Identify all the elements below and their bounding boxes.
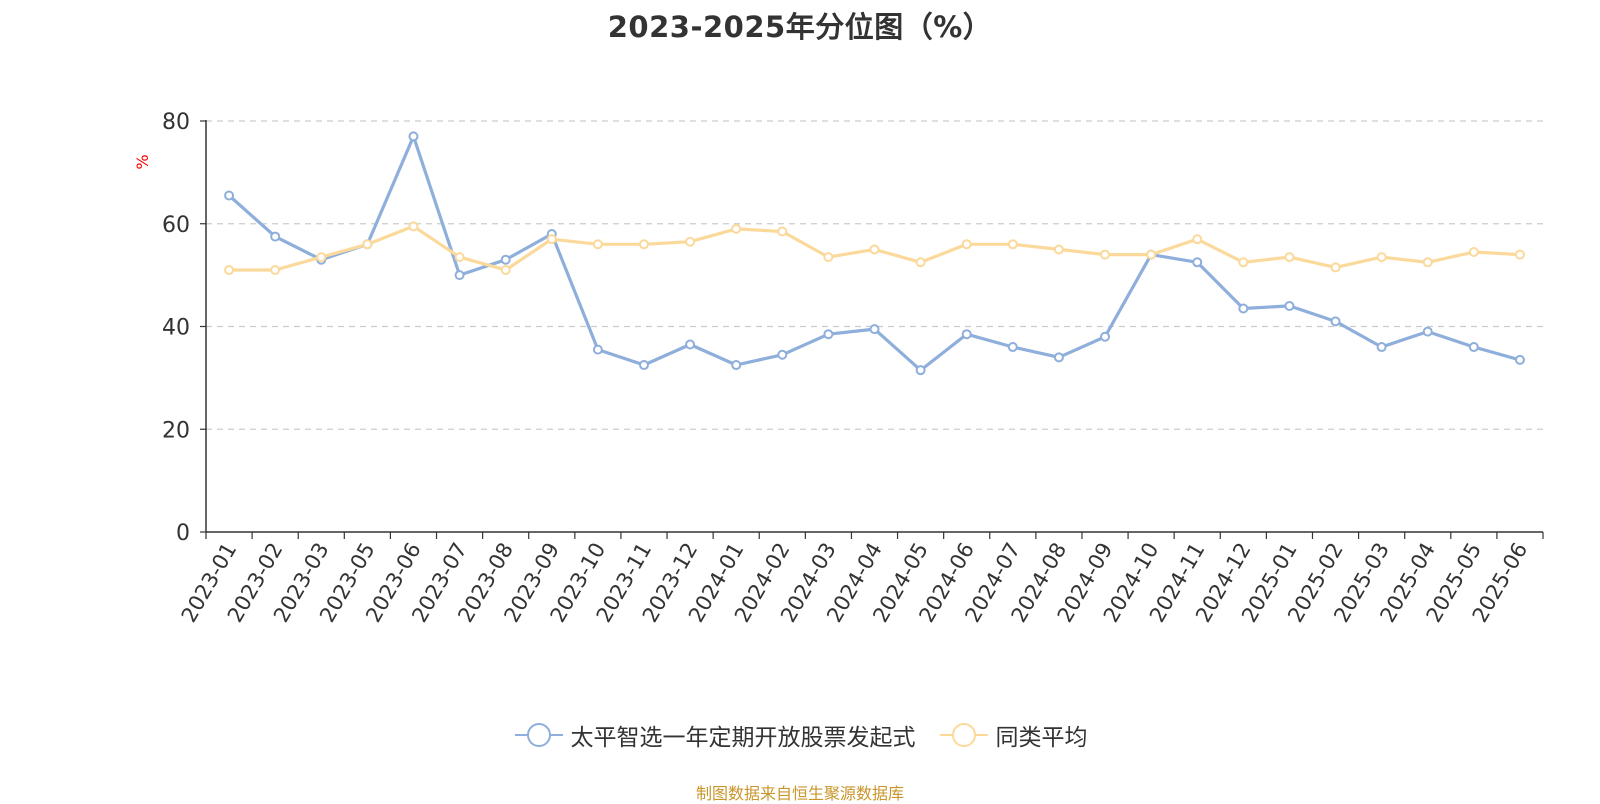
legend-item-2[interactable]: 同类平均 xyxy=(938,718,1088,752)
data-point-series-1[interactable] xyxy=(1007,342,1018,353)
data-point-series-1[interactable] xyxy=(823,329,834,340)
data-point-series-2[interactable] xyxy=(1468,247,1479,258)
data-point-series-2[interactable] xyxy=(1192,234,1203,245)
data-point-series-2[interactable] xyxy=(731,223,742,234)
legend-swatch-icon xyxy=(514,723,563,747)
data-point-series-1[interactable] xyxy=(731,360,742,371)
y-tick-label: 80 xyxy=(162,110,190,135)
gridlines xyxy=(206,120,1543,430)
data-point-series-2[interactable] xyxy=(823,252,834,263)
data-point-series-2[interactable] xyxy=(1422,257,1433,268)
data-point-series-2[interactable] xyxy=(408,221,419,232)
data-point-series-2[interactable] xyxy=(546,234,557,245)
data-point-series-1[interactable] xyxy=(1330,316,1341,327)
legend-item-1[interactable]: 太平智选一年定期开放股票发起式 xyxy=(513,718,916,752)
data-point-series-2[interactable] xyxy=(224,264,235,275)
data-point-series-2[interactable] xyxy=(500,264,511,275)
series-lines xyxy=(224,131,1525,376)
data-point-series-2[interactable] xyxy=(592,239,603,250)
data-point-series-1[interactable] xyxy=(1284,300,1295,311)
y-tick-label: 20 xyxy=(162,418,190,443)
data-point-series-2[interactable] xyxy=(915,257,926,268)
data-point-series-1[interactable] xyxy=(685,339,696,350)
data-point-series-2[interactable] xyxy=(1330,262,1341,273)
data-point-series-1[interactable] xyxy=(777,349,788,360)
data-point-series-1[interactable] xyxy=(1514,354,1525,365)
data-point-series-1[interactable] xyxy=(1192,257,1203,268)
legend: 太平智选一年定期开放股票发起式 同类平均 xyxy=(0,718,1600,752)
y-tick-label: 60 xyxy=(162,213,190,238)
data-point-series-2[interactable] xyxy=(362,239,373,250)
axes: 020406080%2023-012023-022023-032023-0520… xyxy=(133,110,1544,626)
data-point-series-2[interactable] xyxy=(1146,249,1157,260)
data-point-series-2[interactable] xyxy=(1007,239,1018,250)
data-point-series-1[interactable] xyxy=(1100,331,1111,342)
data-point-series-2[interactable] xyxy=(1376,252,1387,263)
data-point-series-1[interactable] xyxy=(915,365,926,376)
data-point-series-1[interactable] xyxy=(454,270,465,281)
data-point-series-2[interactable] xyxy=(638,239,649,250)
y-tick-label: 0 xyxy=(176,521,190,546)
data-point-series-1[interactable] xyxy=(638,360,649,371)
data-point-series-1[interactable] xyxy=(869,324,880,335)
data-point-series-1[interactable] xyxy=(592,344,603,355)
data-point-series-1[interactable] xyxy=(1422,326,1433,337)
data-point-series-2[interactable] xyxy=(1284,252,1295,263)
chart-title: 2023-2025年分位图（%） xyxy=(607,10,993,44)
data-point-series-2[interactable] xyxy=(1053,244,1064,255)
data-point-series-1[interactable] xyxy=(1053,352,1064,363)
data-point-series-1[interactable] xyxy=(1468,342,1479,353)
data-point-series-1[interactable] xyxy=(1238,303,1249,314)
data-point-series-2[interactable] xyxy=(316,252,327,263)
data-point-series-1[interactable] xyxy=(961,329,972,340)
legend-swatch-icon xyxy=(939,723,988,747)
legend-label: 同类平均 xyxy=(995,725,1088,751)
data-point-series-1[interactable] xyxy=(408,131,419,142)
legend-label: 太平智选一年定期开放股票发起式 xyxy=(570,725,916,751)
y-tick-label: 40 xyxy=(162,316,190,341)
y-axis-label: % xyxy=(133,154,152,169)
source-note: 制图数据来自恒生聚源数据库 xyxy=(695,784,904,803)
data-point-series-1[interactable] xyxy=(224,190,235,201)
data-point-series-2[interactable] xyxy=(270,264,281,275)
data-point-series-2[interactable] xyxy=(685,236,696,247)
data-point-series-1[interactable] xyxy=(500,254,511,265)
data-point-series-2[interactable] xyxy=(1514,249,1525,260)
data-point-series-2[interactable] xyxy=(1100,249,1111,260)
data-point-series-1[interactable] xyxy=(1376,342,1387,353)
data-point-series-2[interactable] xyxy=(961,239,972,250)
data-point-series-2[interactable] xyxy=(454,252,465,263)
data-point-series-2[interactable] xyxy=(1238,257,1249,268)
data-point-series-2[interactable] xyxy=(869,244,880,255)
data-point-series-1[interactable] xyxy=(270,231,281,242)
data-point-series-2[interactable] xyxy=(777,226,788,237)
